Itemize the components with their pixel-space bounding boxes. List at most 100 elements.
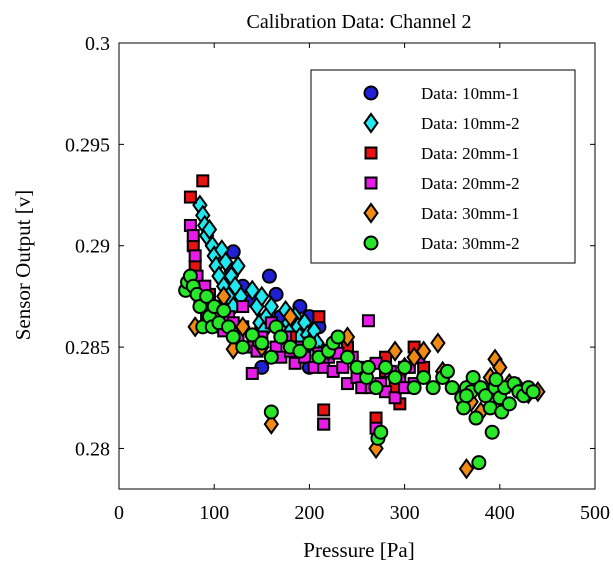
- legend-marker: [363, 85, 379, 101]
- data-point: [458, 458, 475, 480]
- data-point: [245, 366, 259, 380]
- x-tick-label: 400: [485, 502, 515, 524]
- data-point: [430, 332, 446, 354]
- data-point: [263, 295, 280, 318]
- legend-marker: [364, 176, 378, 190]
- data-point: [368, 380, 384, 396]
- data-point: [254, 285, 270, 308]
- x-tick-label: 300: [390, 502, 420, 524]
- legend-item: Data: 30mm-1: [363, 202, 520, 224]
- y-axis-ticks: 0.28 0.285 0.29 0.295 0.3: [65, 33, 595, 460]
- legend: Data: 10mm-1 Data: 10mm-2 Data: 20mm-1 Data…: [310, 69, 576, 264]
- plot-frame: [118, 42, 596, 490]
- data-point: [192, 299, 208, 315]
- legend-label: Data: 10mm-2: [421, 114, 520, 133]
- data-point: [235, 339, 251, 355]
- data-point: [387, 340, 403, 362]
- data-point: [425, 380, 441, 396]
- legend-items: Data: 10mm-1 Data: 10mm-2 Data: 20mm-1 Data…: [363, 84, 520, 253]
- data-point: [465, 370, 481, 385]
- data-point: [196, 174, 210, 188]
- data-point: [360, 359, 376, 375]
- data-point: [216, 303, 232, 319]
- data-point: [201, 218, 218, 241]
- data-point: [501, 396, 517, 412]
- data-point: [468, 410, 484, 426]
- data-point: [317, 403, 331, 417]
- data-point: [406, 380, 422, 396]
- data-point: [263, 349, 279, 365]
- legend-item: Data: 10mm-1: [363, 84, 520, 103]
- legend-label: Data: 30mm-1: [421, 204, 520, 223]
- data-point: [301, 335, 317, 351]
- data-point: [261, 268, 277, 284]
- data-point: [263, 404, 279, 420]
- data-point: [388, 391, 402, 405]
- x-tick-label: 0: [114, 502, 124, 524]
- data-point: [439, 363, 455, 379]
- data-point: [236, 300, 250, 314]
- legend-item: Data: 30mm-2: [363, 234, 520, 253]
- legend-label: Data: 20mm-1: [421, 144, 520, 163]
- x-axis-label: Pressure [Pa]: [303, 538, 414, 562]
- x-tick-label: 200: [294, 502, 324, 524]
- data-point: [387, 370, 403, 385]
- data-point: [378, 359, 394, 375]
- legend-box: [310, 69, 576, 264]
- data-point: [186, 229, 200, 243]
- legend-label: Data: 10mm-1: [421, 84, 520, 103]
- legend-label: Data: 20mm-2: [421, 174, 520, 193]
- data-point: [244, 327, 260, 343]
- legend-marker: [363, 112, 379, 134]
- y-tick-label: 0.285: [65, 337, 110, 359]
- chart-title: Calibration Data: Channel 2: [247, 11, 472, 33]
- data-point: [373, 424, 389, 440]
- data-point: [339, 349, 355, 365]
- data-point: [254, 335, 270, 351]
- data-point: [397, 359, 413, 375]
- data-point: [199, 288, 215, 304]
- data-point: [361, 314, 375, 328]
- data-point: [188, 249, 202, 263]
- data-point: [183, 190, 197, 204]
- y-tick-label: 0.29: [75, 236, 110, 258]
- legend-marker: [363, 235, 379, 251]
- data-point: [263, 413, 280, 435]
- data-point: [230, 255, 246, 277]
- data-point: [488, 372, 504, 388]
- data-point: [282, 305, 299, 328]
- legend-marker: [363, 202, 379, 224]
- data-point: [525, 384, 541, 400]
- legend-item: Data: 10mm-2: [363, 112, 520, 134]
- data-point: [225, 329, 241, 345]
- legend-marker: [364, 146, 378, 160]
- legend-item: Data: 20mm-2: [364, 174, 520, 193]
- data-point: [268, 286, 284, 302]
- y-tick-label: 0.3: [85, 33, 110, 55]
- y-tick-label: 0.295: [65, 134, 110, 156]
- data-point: [317, 417, 331, 431]
- legend-label: Data: 30mm-2: [421, 234, 520, 253]
- y-tick-label: 0.28: [75, 438, 110, 460]
- data-point: [273, 329, 289, 345]
- data-points: [178, 174, 546, 480]
- data-point: [416, 370, 432, 385]
- legend-item: Data: 20mm-1: [364, 144, 520, 163]
- data-point: [458, 388, 474, 404]
- data-point: [217, 251, 234, 273]
- series-6: [178, 268, 541, 471]
- data-point: [415, 340, 432, 362]
- x-axis-ticks: 0 100 200 300 400 500: [114, 43, 610, 524]
- data-point: [330, 329, 346, 345]
- data-point: [471, 455, 487, 471]
- data-point: [312, 310, 326, 324]
- x-tick-label: 500: [580, 502, 610, 524]
- data-point: [444, 380, 460, 396]
- data-point: [292, 343, 308, 359]
- y-axis-label: Sensor Output [v]: [11, 190, 35, 341]
- data-point: [484, 424, 500, 440]
- x-tick-label: 100: [199, 502, 229, 524]
- data-point: [456, 400, 472, 416]
